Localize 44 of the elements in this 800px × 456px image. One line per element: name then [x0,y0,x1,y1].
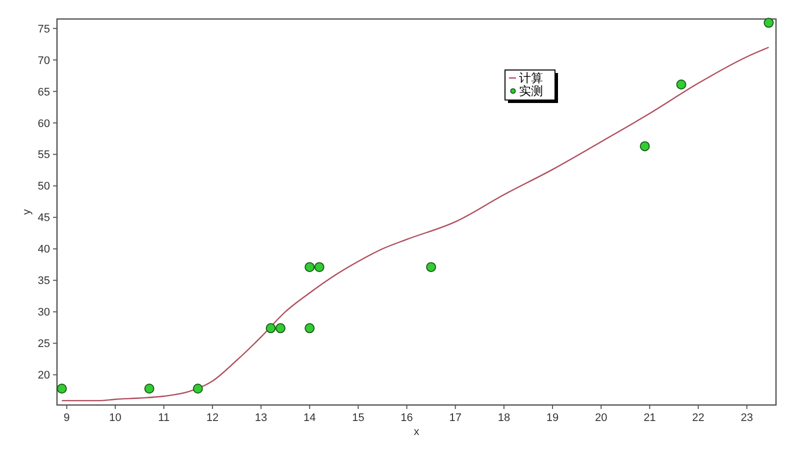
y-tick-label: 25 [38,338,50,350]
x-tick-label: 23 [740,412,753,424]
x-axis-title: x [414,426,420,438]
y-tick-label: 45 [38,212,50,224]
point [266,323,276,334]
point [192,384,203,394]
y-tick-label: 20 [38,370,50,382]
y-tick-label: 35 [38,275,50,288]
point [764,18,774,28]
y-tick-label: 60 [38,118,50,130]
point [56,384,67,394]
x-tick-label: 13 [254,412,268,424]
x-tick-label: 16 [400,412,413,424]
x-tick-label: 10 [109,412,122,424]
y-tick-label: 75 [38,23,50,36]
x-tick-label: 11 [158,412,170,424]
x-tick-label: 18 [498,412,510,424]
x-tick-label: 17 [449,412,462,424]
point [640,141,650,152]
point [314,262,324,272]
x-tick-label: 14 [303,412,316,424]
x-tick-label: 22 [692,412,704,424]
y-tick-label: 30 [38,306,50,319]
point [275,323,286,334]
x-tick-label: 12 [206,412,219,424]
y-tick-label: 40 [38,244,50,256]
x-tick-label: 9 [64,412,70,424]
point [144,384,154,394]
y-tick-label: 55 [38,149,50,162]
y-tick-label: 65 [38,86,50,98]
line-series [61,46,770,402]
legend-label: 计算 [519,71,543,86]
point [304,323,315,334]
point [426,262,436,272]
x-tick-label: 19 [546,412,559,424]
point [304,262,315,272]
y-tick-label: 50 [38,180,50,193]
legend-label: 实测 [519,84,543,98]
x-tick-label: 21 [644,412,656,424]
y-tick-label: 70 [38,54,50,67]
point [676,79,686,90]
x-tick-label: 20 [594,412,608,424]
x-tick-label: 15 [352,412,364,424]
y-axis-title: y [21,208,33,215]
